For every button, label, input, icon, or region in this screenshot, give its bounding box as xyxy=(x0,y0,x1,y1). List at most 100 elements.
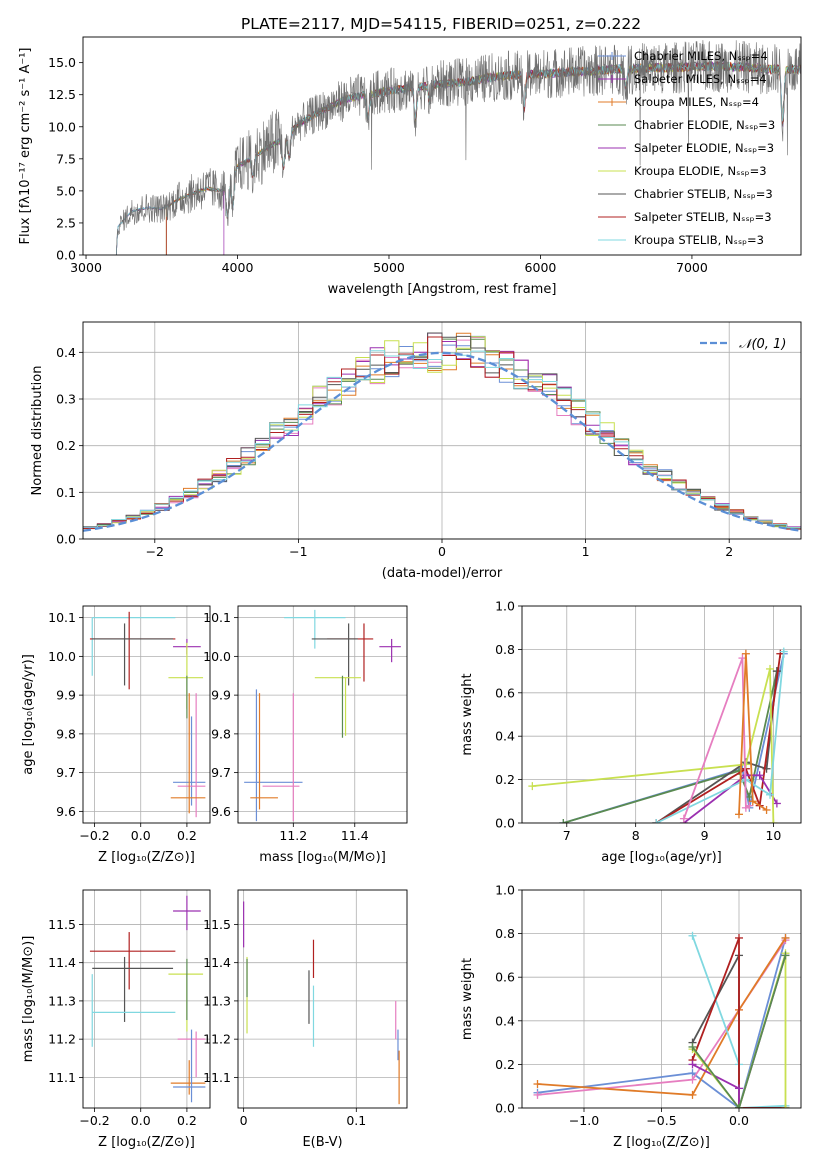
mass-vs-z-frame xyxy=(82,889,211,1109)
mass-vs-ebv-panel: 0 0.1 11.1 11.2 11.3 11.4 11.5 E(B-V) xyxy=(203,889,408,1150)
y-tick-label: 11.5 xyxy=(48,917,76,932)
data-point-errorbar xyxy=(284,609,346,649)
y-tick-label: 0.4 xyxy=(56,345,76,360)
data-point-errorbar xyxy=(92,956,174,1022)
massweight-vs-age-frame xyxy=(521,605,802,824)
mass-weight-marker xyxy=(741,760,750,769)
mass-vs-ebv-x-axis-label: E(B-V) xyxy=(302,1135,342,1150)
y-tick-label: 9.8 xyxy=(211,726,231,741)
mass-weight-marker xyxy=(735,933,743,942)
y-tick-label: 9.6 xyxy=(56,804,76,819)
y-tick-label: 0.2 xyxy=(495,1057,515,1072)
y-tick-label: 0.4 xyxy=(495,1013,515,1028)
spectrum-plot-area xyxy=(115,40,801,255)
mass-weight-marker xyxy=(533,1080,542,1089)
massweight-vs-z-panel: −1.0 −0.5 0.0 0.0 0.2 0.4 0.6 0.8 1.0 Z [log₁₀(Z/… xyxy=(460,883,802,1150)
mass-weight-marker xyxy=(755,771,764,780)
spectrum-x-axis-label: wavelength [Angstrom, rest frame] xyxy=(328,282,557,297)
data-point-errorbar xyxy=(170,1060,206,1095)
massweight-vs-age-x-axis-label: age [log₁₀(age/yr)] xyxy=(601,850,722,865)
x-tick-label: 7000 xyxy=(676,260,708,275)
y-tick-label: 0.2 xyxy=(56,438,76,453)
mass-weight-line xyxy=(537,937,787,1096)
data-point-errorbar xyxy=(173,895,201,931)
y-tick-label: 10.0 xyxy=(48,119,76,134)
residuals-panel: −2 −1 0 1 2 0.0 0.1 0.2 0.3 0.4 (data-model)/error… xyxy=(30,321,802,581)
mass-weight-marker xyxy=(528,782,537,791)
legend-entry: Chabrier STELIB, Nₛₛₚ=3 xyxy=(634,187,773,201)
mass-vs-z-plot-area xyxy=(83,890,210,1108)
mass-weight-line xyxy=(537,937,787,1108)
x-tick-label: −0.2 xyxy=(79,828,109,843)
y-tick-label: 0.0 xyxy=(56,248,76,263)
mass-vs-z-y-axis-label: mass [log₁₀(M/M⊙)] xyxy=(21,936,36,1063)
y-tick-label: 10.1 xyxy=(203,610,231,625)
mass-vs-z-x-axis-label: Z [log₁₀(Z/Z⊙)] xyxy=(98,1135,195,1150)
mass-weight-marker xyxy=(735,1084,743,1093)
mass-weight-line xyxy=(563,670,778,823)
y-tick-label: 5.0 xyxy=(56,183,76,198)
x-tick-label: 10 xyxy=(765,828,781,843)
x-tick-label: 0.1 xyxy=(346,1113,366,1128)
mass-vs-ebv-frame xyxy=(237,889,408,1109)
mass-vs-z-panel: −0.2 0.0 0.2 11.1 11.2 11.3 11.4 11.5 Z [log₁₀(Z… xyxy=(21,889,211,1150)
data-point-errorbar xyxy=(89,611,176,690)
mass-weight-marker xyxy=(533,1090,542,1099)
mass-weight-marker xyxy=(688,1090,697,1099)
y-tick-label: 11.5 xyxy=(203,917,231,932)
legend-entry: Salpeter STELIB, Nₛₛₚ=3 xyxy=(634,210,772,224)
mass-weight-marker xyxy=(679,814,688,823)
spectrum-y-axis-label: Flux [fλ10⁻¹⁷ erg cm⁻² s⁻¹ A⁻¹] xyxy=(18,48,33,245)
x-tick-label: 0.0 xyxy=(131,828,151,843)
spectrum-legend: Chabrier MILES, Nₛₛₚ=4 Salpeter MILES, Nₛ… xyxy=(598,49,775,247)
data-point-errorbar xyxy=(91,617,176,676)
massweight-vs-age-plot-area xyxy=(522,606,801,823)
age-vs-mass-frame xyxy=(237,605,408,824)
age-vs-mass-panel: 11.2 11.4 9.6 9.7 9.8 9.9 10.0 10.1 mass [log₁₀(… xyxy=(203,605,408,865)
data-point-errorbar xyxy=(173,1029,206,1103)
y-tick-label: 10.0 xyxy=(203,649,231,664)
y-tick-label: 11.4 xyxy=(203,955,231,970)
x-tick-label: 1 xyxy=(582,544,590,559)
y-tick-label: 0.8 xyxy=(495,926,515,941)
mass-weight-marker xyxy=(688,931,697,940)
normal-distribution-curve xyxy=(83,351,801,532)
data-point-errorbar xyxy=(170,693,206,814)
mass-weight-marker xyxy=(766,664,774,673)
mass-weight-marker xyxy=(741,649,750,658)
mass-weight-marker xyxy=(735,1104,743,1108)
x-tick-label: 0.2 xyxy=(177,828,197,843)
mass-weight-marker xyxy=(735,810,743,819)
data-point-errorbar xyxy=(92,623,174,686)
massweight-vs-z-x-axis-label: Z [log₁₀(Z/Z⊙)] xyxy=(613,1135,710,1150)
x-tick-label: 6000 xyxy=(525,260,557,275)
x-tick-label: −1.0 xyxy=(569,1113,599,1128)
y-tick-label: 0.3 xyxy=(56,392,76,407)
spectrum-model-line xyxy=(223,60,801,255)
data-point-errorbar xyxy=(250,693,278,810)
x-tick-label: −1 xyxy=(289,544,307,559)
residuals-x-axis-label: (data-model)/error xyxy=(382,566,503,581)
y-tick-label: 9.7 xyxy=(211,765,231,780)
x-tick-label: 0.0 xyxy=(729,1113,749,1128)
x-tick-label: 2 xyxy=(725,544,733,559)
y-tick-label: 0.2 xyxy=(495,772,515,787)
y-tick-label: 9.9 xyxy=(211,688,231,703)
x-tick-label: 7 xyxy=(563,828,571,843)
y-tick-label: 11.3 xyxy=(48,993,76,1008)
mass-weight-marker xyxy=(688,1060,697,1069)
mass-weight-marker xyxy=(748,797,757,806)
x-tick-label: 0 xyxy=(438,544,446,559)
age-vs-z-x-axis-label: Z [log₁₀(Z/Z⊙)] xyxy=(98,850,195,865)
mass-weight-line xyxy=(683,774,778,823)
y-tick-label: 0.0 xyxy=(495,816,515,831)
x-tick-label: −2 xyxy=(146,544,164,559)
mass-weight-marker xyxy=(781,1104,790,1108)
y-tick-label: 0.0 xyxy=(495,1101,515,1116)
legend-entry: Salpeter MILES, Nₛₛₚ=4 xyxy=(634,72,767,86)
mass-weight-marker xyxy=(781,933,790,942)
massweight-vs-z-y-axis-label: mass weight xyxy=(460,958,475,1040)
x-tick-label: −0.2 xyxy=(79,1113,109,1128)
residuals-plot-area xyxy=(83,322,801,539)
residual-histogram-step xyxy=(83,350,801,539)
